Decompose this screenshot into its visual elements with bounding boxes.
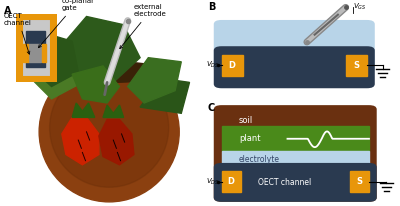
- Text: D: D: [229, 61, 236, 70]
- Text: A: A: [4, 6, 12, 16]
- Text: electrolyte: electrolyte: [239, 155, 280, 164]
- Polygon shape: [99, 119, 134, 165]
- Text: B: B: [208, 2, 215, 12]
- FancyBboxPatch shape: [214, 20, 375, 73]
- Text: $V_{DS}$: $V_{DS}$: [206, 60, 220, 70]
- Polygon shape: [103, 105, 124, 117]
- Bar: [350, 171, 369, 192]
- Text: $V_{DS}$: $V_{DS}$: [206, 177, 220, 187]
- Bar: [222, 167, 369, 185]
- Bar: [42, 44, 46, 62]
- Bar: [28, 44, 41, 62]
- Bar: [26, 31, 45, 67]
- Text: S: S: [356, 177, 362, 186]
- Polygon shape: [21, 31, 78, 87]
- Text: C: C: [208, 103, 215, 113]
- Bar: [222, 151, 369, 167]
- Text: OECT
co-planar
gate: OECT co-planar gate: [38, 0, 95, 48]
- FancyBboxPatch shape: [214, 105, 377, 202]
- Circle shape: [50, 68, 169, 187]
- Bar: [222, 55, 243, 76]
- Bar: [222, 171, 241, 192]
- Polygon shape: [62, 16, 140, 82]
- Ellipse shape: [50, 62, 169, 82]
- FancyBboxPatch shape: [22, 19, 52, 77]
- Text: plant: plant: [239, 134, 260, 143]
- Bar: [23, 44, 28, 62]
- Polygon shape: [62, 117, 99, 165]
- Polygon shape: [128, 58, 181, 103]
- FancyBboxPatch shape: [214, 46, 375, 88]
- Text: $V_{GS}$: $V_{GS}$: [354, 2, 367, 12]
- Circle shape: [39, 62, 179, 202]
- Text: OECT channel: OECT channel: [258, 178, 312, 187]
- FancyBboxPatch shape: [214, 163, 377, 202]
- Polygon shape: [72, 66, 120, 103]
- Text: OECT
channel: OECT channel: [4, 13, 32, 54]
- Text: external
electrode: external electrode: [120, 5, 167, 49]
- Polygon shape: [31, 62, 82, 99]
- Bar: [346, 55, 367, 76]
- Polygon shape: [140, 78, 190, 113]
- Bar: [222, 126, 369, 151]
- Polygon shape: [72, 103, 95, 117]
- FancyBboxPatch shape: [16, 14, 57, 82]
- Text: soil: soil: [239, 116, 253, 125]
- Text: D: D: [228, 177, 235, 186]
- Text: S: S: [353, 61, 359, 70]
